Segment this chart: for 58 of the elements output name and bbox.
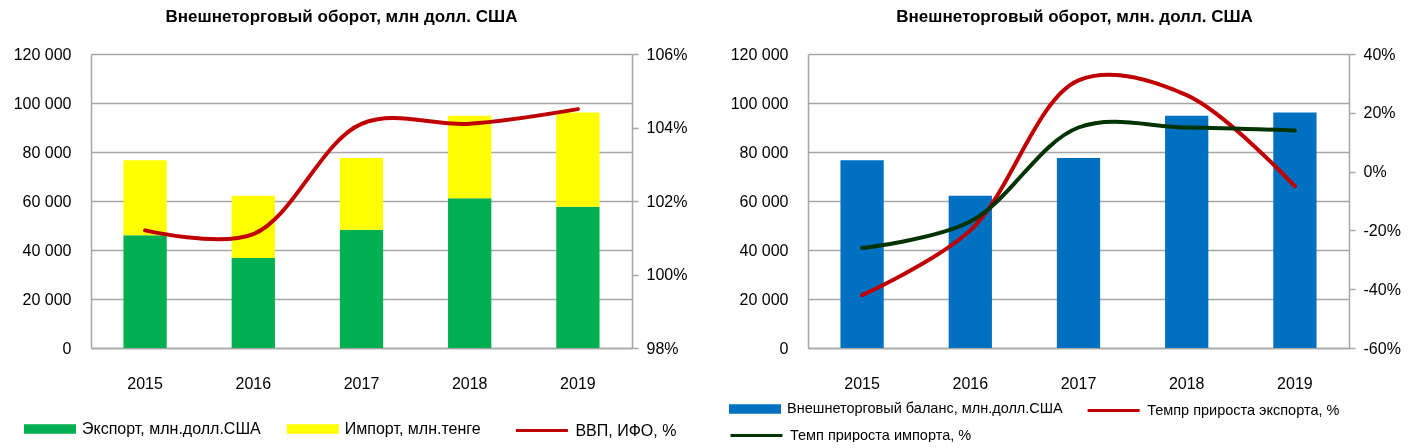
x-tick-label: 2017 [343, 374, 380, 392]
y-tick-label: 60 000 [22, 192, 72, 210]
y-tick-label: 100 000 [13, 94, 72, 112]
bar [840, 160, 884, 348]
bar [123, 160, 167, 236]
y-tick-label: 100 000 [730, 94, 789, 112]
y2-tick-label: 104% [646, 119, 688, 136]
bar [339, 229, 384, 348]
y2-tick-label: 98% [646, 339, 679, 357]
bar [339, 157, 384, 230]
y2-tick-label: 40% [1363, 45, 1396, 63]
chart-title: Внешнеторговый оборот, млн долл. США [165, 7, 518, 26]
y2-tick-label: 0% [1363, 163, 1387, 181]
x-tick-label: 2016 [952, 374, 989, 392]
y-tick-label: 20 000 [739, 290, 789, 308]
bar [1273, 112, 1317, 348]
y-tick-label: 40 000 [22, 241, 72, 259]
bar [1165, 115, 1209, 348]
chart-title: Внешнеторговый оборот, млн. долл. США [896, 7, 1253, 26]
legend-label: ВВП, ИФО, % [575, 421, 677, 439]
y-tick-label: 0 [779, 339, 789, 357]
x-tick-label: 2018 [451, 374, 488, 392]
y2-tick-label: 106% [646, 45, 688, 63]
bar [231, 195, 275, 259]
legend-label: Импорт, млн.тенге [344, 420, 481, 437]
legend-label: Экспорт, млн.долл.США [82, 420, 262, 437]
bar [448, 115, 492, 199]
y-tick-label: 40 000 [739, 241, 789, 259]
bar [556, 206, 600, 348]
legend-label: Внешнеторговый баланс, млн.долл.США [787, 400, 1064, 416]
y2-tick-label: -60% [1363, 339, 1401, 357]
bar [1056, 157, 1101, 348]
bar [948, 195, 992, 348]
y-tick-label: 20 000 [22, 290, 72, 308]
y-tick-label: 80 000 [739, 143, 789, 161]
y2-tick-label: 20% [1363, 104, 1396, 122]
y-tick-label: 60 000 [739, 192, 789, 210]
x-tick-label: 2015 [127, 374, 163, 392]
x-tick-label: 2015 [844, 374, 880, 392]
x-tick-label: 2018 [1168, 374, 1205, 392]
y-tick-label: 120 000 [13, 45, 72, 63]
bar [448, 198, 492, 348]
y2-tick-label: 100% [646, 266, 688, 283]
y2-tick-label: -20% [1363, 221, 1401, 239]
legend-label: Темпр прироста экспорта, % [1147, 401, 1340, 418]
bar [123, 235, 167, 348]
x-tick-label: 2019 [560, 374, 596, 392]
y2-tick-label: -40% [1363, 280, 1401, 298]
legend-label: Темп прироста импорта, % [790, 426, 972, 443]
bar [231, 258, 275, 348]
x-tick-label: 2019 [1277, 374, 1313, 392]
y2-tick-label: 102% [646, 192, 688, 210]
y-tick-label: 120 000 [730, 45, 789, 63]
y-tick-label: 0 [62, 339, 72, 357]
x-tick-label: 2016 [235, 374, 272, 392]
y-tick-label: 80 000 [22, 143, 72, 161]
x-tick-label: 2017 [1060, 374, 1097, 392]
bar [556, 112, 600, 207]
